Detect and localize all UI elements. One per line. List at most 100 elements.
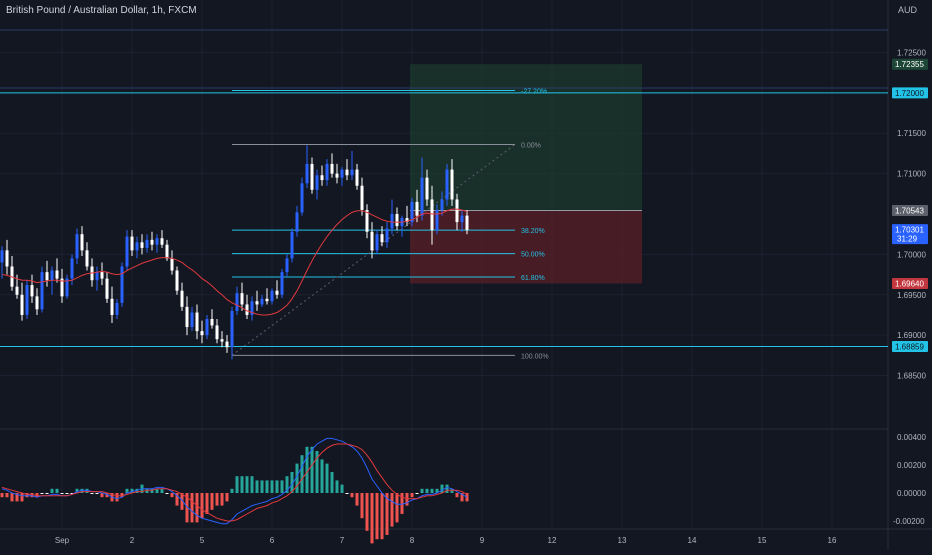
price-tag-box: [892, 87, 928, 99]
macd-histogram-bar: [450, 488, 454, 493]
candle-body: [305, 163, 309, 184]
macd-histogram-bar: [35, 493, 39, 498]
macd-histogram-bar: [155, 488, 159, 493]
macd-histogram-bar: [350, 493, 354, 498]
macd-histogram-bar: [10, 493, 14, 502]
macd-histogram-bar: [365, 493, 369, 531]
candle-body: [20, 294, 24, 315]
price-tag-label: 1.68859: [895, 343, 924, 352]
macd-histogram-bar: [230, 488, 234, 493]
candle-body: [260, 298, 264, 305]
macd-histogram-bar: [165, 493, 169, 494]
macd-histogram-bar: [145, 488, 149, 493]
macd-histogram-bar: [240, 476, 244, 493]
candle-body: [255, 301, 259, 305]
macd-histogram-bar: [260, 480, 264, 493]
candle-body: [285, 258, 289, 273]
candle-body: [95, 272, 99, 281]
macd-histogram-bar: [80, 488, 84, 493]
candle-body: [375, 234, 379, 251]
horizontal-levels[interactable]: [0, 29, 888, 348]
macd-histogram-bar: [215, 493, 219, 506]
candle-body: [205, 318, 209, 336]
candle-body: [320, 175, 324, 181]
stop-zone[interactable]: [410, 210, 642, 284]
macd-histogram-bar: [135, 488, 139, 493]
price-tick-label: 1.70000: [897, 250, 926, 259]
fib-level-label: 61.80%: [521, 275, 545, 282]
macd-histogram-bar: [290, 472, 294, 493]
macd-histogram-bar: [340, 484, 344, 493]
macd-histogram-bar: [270, 480, 274, 493]
macd-histogram-bar: [385, 493, 389, 535]
candle-body: [325, 163, 329, 181]
time-tick-label: 2: [130, 536, 135, 545]
candle-body: [360, 185, 364, 210]
price-tag-label: 1.69640: [895, 279, 924, 288]
macd-histogram-bar: [190, 493, 194, 523]
time-tick-label: 13: [618, 536, 627, 545]
candle-body: [200, 331, 204, 336]
fib-level-label: -27.20%: [521, 88, 547, 95]
macd-histogram-bar: [400, 493, 404, 514]
candle-body: [395, 214, 399, 227]
candle-body: [140, 242, 144, 248]
macd-histogram-bar: [415, 493, 419, 494]
macd-histogram-bar: [220, 493, 224, 506]
macd-tick-label: -0.00200: [893, 517, 925, 526]
candle-body: [25, 285, 29, 315]
macd-histogram-bar: [185, 493, 189, 523]
candle-body: [40, 272, 44, 310]
candle-body: [160, 238, 164, 245]
time-tick-label: 16: [828, 536, 837, 545]
macd-histogram-bar: [265, 480, 269, 493]
candle-body: [270, 290, 274, 302]
macd-histogram-bar: [160, 488, 164, 493]
macd-histogram-bar: [345, 493, 349, 494]
candle-body: [350, 169, 354, 176]
macd-histogram-bar: [170, 493, 174, 498]
macd-histogram-bar: [405, 493, 409, 506]
fib-level-label: 0.00%: [521, 143, 541, 150]
price-tick-label: 1.72500: [897, 48, 926, 57]
macd-histogram-bar: [210, 493, 214, 510]
time-tick-label: Sep: [55, 536, 70, 545]
candle-body: [45, 272, 49, 281]
candle-body: [440, 199, 444, 210]
candle-body: [225, 341, 229, 348]
candle-body: [245, 304, 249, 315]
price-tick-label: 1.68500: [897, 372, 926, 381]
macd-histogram-bar: [300, 455, 304, 493]
candle-body: [215, 325, 219, 340]
candle-body: [120, 266, 124, 303]
candle-body: [420, 177, 424, 216]
candle-body: [75, 234, 79, 259]
macd-histogram-bar: [75, 488, 79, 493]
time-tick-label: 8: [410, 536, 415, 545]
price-tag-box: [892, 205, 928, 217]
macd-histogram-bar: [310, 446, 314, 493]
macd-histogram-bar: [40, 493, 44, 494]
macd-histogram-bar: [455, 493, 459, 498]
macd-histogram-bar: [90, 493, 94, 494]
macd-histogram-bar: [275, 480, 279, 493]
candle-body: [145, 239, 149, 248]
candle-body: [70, 258, 74, 279]
candle-body: [290, 231, 294, 259]
candle-body: [315, 175, 319, 190]
time-tick-label: 7: [340, 536, 345, 545]
target-zone[interactable]: [410, 64, 642, 211]
candle-body: [370, 231, 374, 251]
candle-body: [210, 318, 214, 326]
long-position-tool[interactable]: [410, 64, 642, 284]
macd-histogram-bar: [355, 493, 359, 506]
candle-body: [310, 163, 314, 190]
candle-body: [355, 169, 359, 186]
symbol-title[interactable]: British Pound / Australian Dollar, 1h, F…: [6, 5, 197, 16]
candle-body: [110, 298, 114, 315]
macd-histogram-bar: [430, 488, 434, 493]
macd-histogram-bar: [85, 488, 89, 493]
macd-histogram-bar: [5, 493, 9, 498]
